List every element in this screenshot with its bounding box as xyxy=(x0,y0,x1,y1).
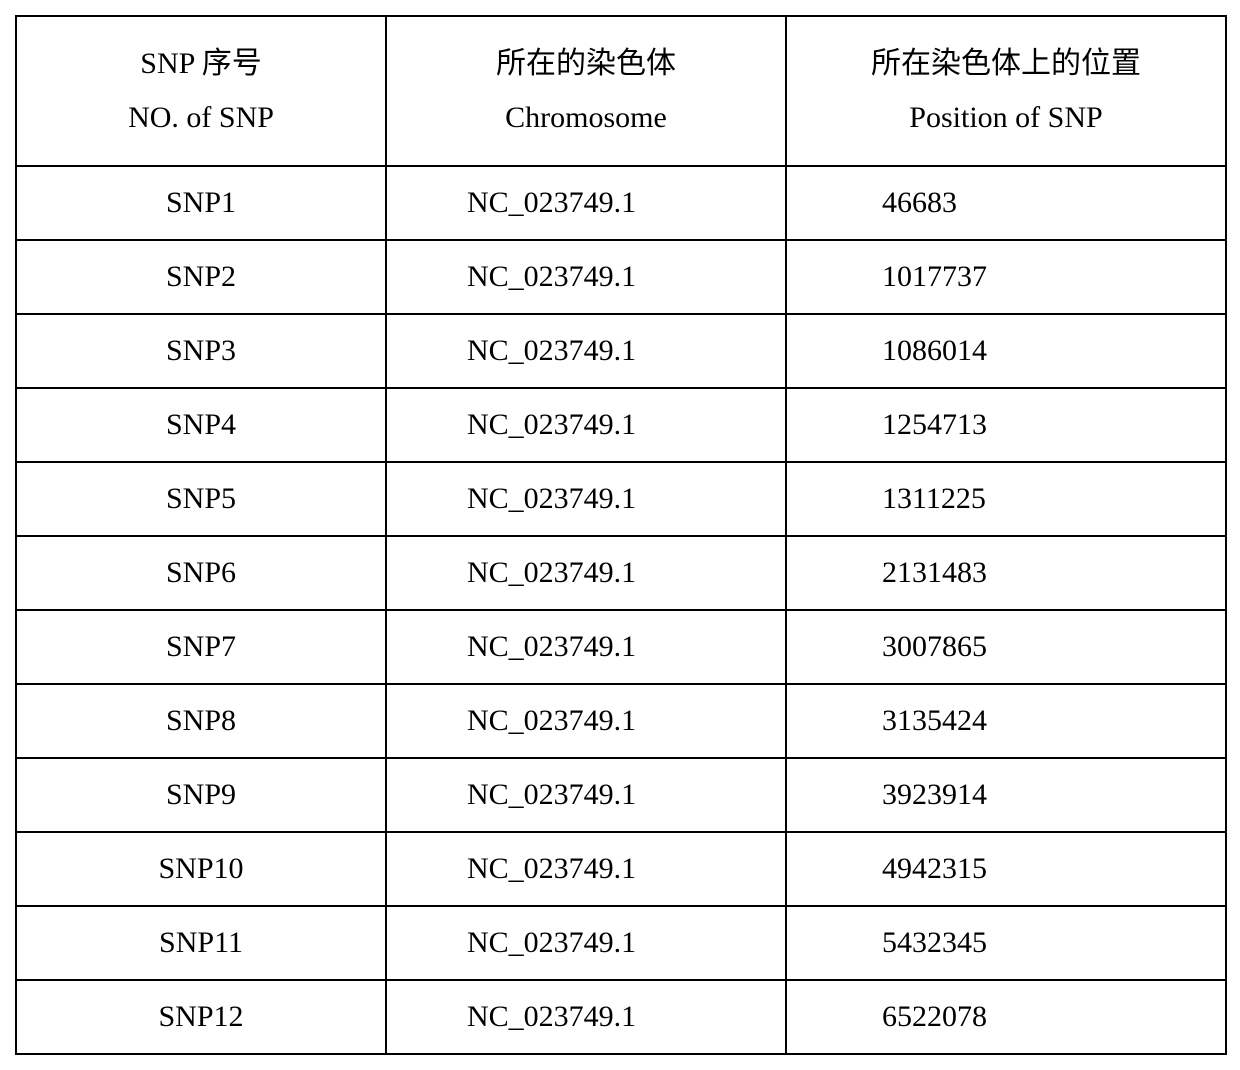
cell-chrom: NC_023749.1 xyxy=(386,166,786,240)
table-row: SNP8 NC_023749.1 3135424 xyxy=(16,684,1226,758)
header-position: 所在染色体上的位置 Position of SNP xyxy=(786,16,1226,166)
cell-pos: 2131483 xyxy=(786,536,1226,610)
table-row: SNP11 NC_023749.1 5432345 xyxy=(16,906,1226,980)
cell-snp: SNP4 xyxy=(16,388,386,462)
cell-pos: 1254713 xyxy=(786,388,1226,462)
table-body: SNP1 NC_023749.1 46683 SNP2 NC_023749.1 … xyxy=(16,166,1226,1054)
cell-chrom: NC_023749.1 xyxy=(386,906,786,980)
table-row: SNP6 NC_023749.1 2131483 xyxy=(16,536,1226,610)
cell-chrom: NC_023749.1 xyxy=(386,832,786,906)
cell-snp: SNP6 xyxy=(16,536,386,610)
cell-pos: 5432345 xyxy=(786,906,1226,980)
cell-snp: SNP7 xyxy=(16,610,386,684)
cell-snp: SNP8 xyxy=(16,684,386,758)
cell-pos: 6522078 xyxy=(786,980,1226,1054)
table-row: SNP4 NC_023749.1 1254713 xyxy=(16,388,1226,462)
header-position-en: Position of SNP xyxy=(788,91,1224,145)
cell-snp: SNP9 xyxy=(16,758,386,832)
header-chromosome-en: Chromosome xyxy=(388,91,784,145)
header-snp-no-zh: SNP 序号 xyxy=(18,37,384,91)
cell-chrom: NC_023749.1 xyxy=(386,610,786,684)
table-row: SNP5 NC_023749.1 1311225 xyxy=(16,462,1226,536)
cell-chrom: NC_023749.1 xyxy=(386,240,786,314)
cell-snp: SNP11 xyxy=(16,906,386,980)
table-row: SNP2 NC_023749.1 1017737 xyxy=(16,240,1226,314)
cell-snp: SNP2 xyxy=(16,240,386,314)
cell-chrom: NC_023749.1 xyxy=(386,758,786,832)
cell-chrom: NC_023749.1 xyxy=(386,684,786,758)
header-snp-no-en: NO. of SNP xyxy=(18,91,384,145)
cell-pos: 3007865 xyxy=(786,610,1226,684)
table-row: SNP9 NC_023749.1 3923914 xyxy=(16,758,1226,832)
table-row: SNP7 NC_023749.1 3007865 xyxy=(16,610,1226,684)
cell-pos: 1017737 xyxy=(786,240,1226,314)
cell-pos: 4942315 xyxy=(786,832,1226,906)
header-position-zh: 所在染色体上的位置 xyxy=(788,37,1224,91)
table-row: SNP1 NC_023749.1 46683 xyxy=(16,166,1226,240)
snp-table: SNP 序号 NO. of SNP 所在的染色体 Chromosome 所在染色… xyxy=(15,15,1227,1055)
header-chromosome-zh: 所在的染色体 xyxy=(388,37,784,91)
cell-pos: 1311225 xyxy=(786,462,1226,536)
cell-chrom: NC_023749.1 xyxy=(386,462,786,536)
cell-pos: 3135424 xyxy=(786,684,1226,758)
cell-snp: SNP3 xyxy=(16,314,386,388)
header-chromosome: 所在的染色体 Chromosome xyxy=(386,16,786,166)
cell-snp: SNP10 xyxy=(16,832,386,906)
table-row: SNP10 NC_023749.1 4942315 xyxy=(16,832,1226,906)
header-snp-no: SNP 序号 NO. of SNP xyxy=(16,16,386,166)
cell-snp: SNP5 xyxy=(16,462,386,536)
cell-chrom: NC_023749.1 xyxy=(386,314,786,388)
cell-chrom: NC_023749.1 xyxy=(386,536,786,610)
cell-pos: 3923914 xyxy=(786,758,1226,832)
table-row: SNP12 NC_023749.1 6522078 xyxy=(16,980,1226,1054)
cell-chrom: NC_023749.1 xyxy=(386,980,786,1054)
cell-chrom: NC_023749.1 xyxy=(386,388,786,462)
cell-snp: SNP12 xyxy=(16,980,386,1054)
table-row: SNP3 NC_023749.1 1086014 xyxy=(16,314,1226,388)
cell-snp: SNP1 xyxy=(16,166,386,240)
cell-pos: 1086014 xyxy=(786,314,1226,388)
header-row: SNP 序号 NO. of SNP 所在的染色体 Chromosome 所在染色… xyxy=(16,16,1226,166)
cell-pos: 46683 xyxy=(786,166,1226,240)
